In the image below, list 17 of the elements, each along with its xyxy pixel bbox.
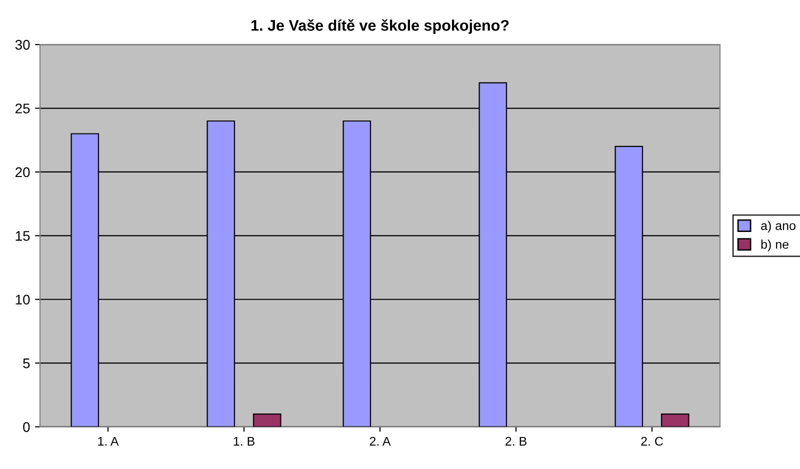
y-tick-label: 25 bbox=[16, 104, 30, 114]
legend-label: b) ne bbox=[761, 240, 788, 252]
y-tick-label: 10 bbox=[16, 294, 30, 305]
x-tick-label: 2. A bbox=[370, 436, 391, 446]
bar bbox=[660, 413, 690, 427]
x-tick-label: 2. B bbox=[506, 436, 526, 446]
y-tick-label: 20 bbox=[16, 167, 30, 178]
y-tick-label: 30 bbox=[15, 40, 30, 50]
legend-label: a) ano bbox=[761, 220, 796, 233]
chart-title: 1. Je Vaše dítě ve škole spokojeno? bbox=[251, 19, 509, 34]
x-tick-label: 2. C bbox=[641, 436, 663, 446]
y-tick-label: 5 bbox=[23, 358, 30, 368]
bar bbox=[252, 413, 282, 427]
x-tick-label: 1. B bbox=[234, 436, 254, 446]
y-tick-label: 0 bbox=[23, 422, 30, 432]
y-tick-label: 15 bbox=[16, 231, 30, 241]
x-tick-label: 1. A bbox=[98, 436, 119, 446]
